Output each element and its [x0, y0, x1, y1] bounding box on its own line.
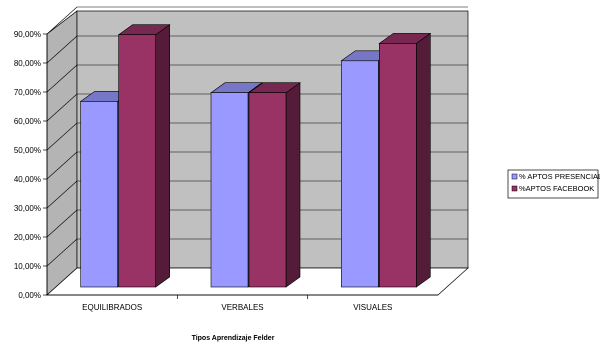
- legend: % APTOS PRESENCIAL %APTOS FACEBOOK: [507, 169, 600, 199]
- bar: [248, 82, 301, 288]
- bar-side: [416, 32, 431, 288]
- y-tick-label: 20,00%: [14, 233, 41, 242]
- gridline-side: [46, 209, 78, 238]
- bar-front: [341, 60, 379, 288]
- bar-front: [248, 92, 287, 288]
- category-labels: EQUILIBRADOS VERBALES VISUALES: [82, 303, 392, 312]
- bar: [378, 32, 432, 288]
- y-tick-label: 40,00%: [14, 175, 41, 184]
- gridline-side: [46, 93, 78, 122]
- y-axis-ticks: 0,00% 10,00% 20,00% 30,00% 40,00% 50,00% 60,00…: [14, 30, 47, 300]
- bar-front: [80, 101, 118, 288]
- gridline-side: [46, 6, 78, 35]
- bar-side: [155, 24, 170, 288]
- y-tick-label: 50,00%: [14, 146, 41, 155]
- gridline-side: [46, 180, 78, 209]
- gridline-side: [46, 35, 78, 64]
- category-label: VISUALES: [353, 303, 392, 312]
- y-tick-label: 0,00%: [18, 291, 41, 300]
- bars: [79, 24, 432, 288]
- axes: [46, 34, 438, 299]
- legend-swatch: [511, 173, 518, 180]
- y-tick-label: 70,00%: [14, 88, 41, 97]
- x-axis-label: Tipos Aprendizaje Felder: [192, 335, 275, 342]
- category-label: EQUILIBRADOS: [82, 303, 142, 312]
- y-tick-label: 30,00%: [14, 204, 41, 213]
- y-tick-label: 90,00%: [14, 30, 41, 39]
- gridline-side: [46, 151, 78, 180]
- y-tick-label: 60,00%: [14, 117, 41, 126]
- gridline-side: [46, 238, 78, 267]
- legend-entry: % APTOS PRESENCIAL: [519, 172, 600, 181]
- gridline-side: [46, 64, 78, 93]
- y-tick-label: 10,00%: [14, 262, 41, 271]
- bar-side: [285, 82, 301, 288]
- legend-entry: %APTOS FACEBOOK: [519, 184, 594, 193]
- legend-swatch: [511, 185, 518, 192]
- bar-front: [210, 92, 249, 288]
- legend-box: [507, 169, 599, 199]
- bar-front: [379, 43, 417, 288]
- bar-front: [118, 34, 156, 288]
- bar: [117, 24, 171, 288]
- y-tick-label: 80,00%: [14, 59, 41, 68]
- gridline-side: [46, 122, 78, 151]
- category-label: VERBALES: [221, 303, 263, 312]
